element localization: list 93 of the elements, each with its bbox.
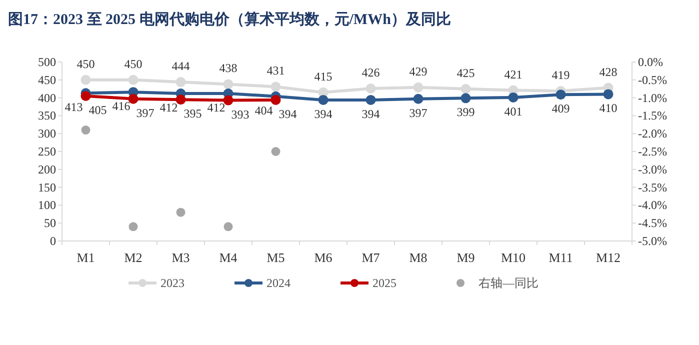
point xyxy=(223,95,234,106)
data-label: 397 xyxy=(136,106,154,120)
x-tick-label: M10 xyxy=(500,250,526,265)
point xyxy=(318,94,328,105)
data-label: 419 xyxy=(552,68,570,82)
point xyxy=(366,94,376,105)
x-tick-label: M5 xyxy=(266,250,285,265)
data-label: 412 xyxy=(160,100,178,115)
point xyxy=(270,82,281,92)
y2-tick-label: -3.5% xyxy=(638,180,667,194)
x-tick-label: M3 xyxy=(172,250,190,265)
data-label: 394 xyxy=(362,106,380,121)
y-tick-label: 500 xyxy=(38,55,56,69)
data-label: 405 xyxy=(88,103,107,118)
point xyxy=(176,77,186,88)
data-label: 415 xyxy=(314,69,332,84)
y2-tick-label: -0.5% xyxy=(638,72,667,87)
x-tick-label: M8 xyxy=(409,250,428,265)
legend-label: 右轴—同比 xyxy=(478,276,538,290)
point xyxy=(413,94,424,104)
x-tick-label: M7 xyxy=(362,250,380,265)
point xyxy=(224,222,233,232)
x-tick-label: M11 xyxy=(548,250,573,265)
data-label: 426 xyxy=(362,65,380,80)
y2-tick-label: 0.0% xyxy=(638,55,663,69)
data-label: 429 xyxy=(409,64,428,78)
point xyxy=(80,74,91,85)
data-label: 394 xyxy=(314,106,332,121)
point xyxy=(460,93,471,104)
x-tick-label: M1 xyxy=(76,250,95,265)
data-label: 450 xyxy=(124,56,142,71)
y2-tick-label: -1.0% xyxy=(638,90,667,105)
y-tick-label: 150 xyxy=(38,180,56,194)
y-tick-label: 300 xyxy=(38,126,56,141)
point xyxy=(508,92,518,102)
chart-title: 图17：2023 至 2025 电网代购电价（算术平均数，元/MWh）及同比 xyxy=(8,11,451,28)
y2-tick-label: -4.5% xyxy=(638,216,667,230)
x-tick-label: M9 xyxy=(456,250,475,265)
y2-tick-label: -1.5% xyxy=(638,108,667,123)
point xyxy=(81,126,90,135)
point xyxy=(223,79,234,90)
y-tick-label: 250 xyxy=(38,144,56,158)
point xyxy=(80,91,91,102)
data-label: 395 xyxy=(184,106,202,121)
y-tick-label: 450 xyxy=(38,72,56,87)
data-label: 394 xyxy=(278,106,297,121)
y-tick-label: 200 xyxy=(38,162,56,176)
point xyxy=(271,147,280,156)
data-label: 431 xyxy=(266,64,285,78)
y-tick-label: 0 xyxy=(50,234,56,248)
y-tick-label: 50 xyxy=(44,216,56,230)
y-tick-label: 100 xyxy=(38,198,56,212)
point xyxy=(603,89,614,100)
data-label: 413 xyxy=(64,100,83,114)
data-label: 425 xyxy=(456,66,475,80)
x-tick-label: M4 xyxy=(219,250,238,265)
point xyxy=(270,94,281,105)
y2-tick-label: -2.0% xyxy=(638,126,667,141)
point xyxy=(128,74,138,85)
x-tick-label: M12 xyxy=(596,250,621,265)
data-label: 438 xyxy=(219,61,238,76)
point xyxy=(128,222,138,232)
y2-tick-label: -2.5% xyxy=(638,144,667,158)
legend-label: 2024 xyxy=(266,276,290,290)
legend-label: 2025 xyxy=(372,276,396,290)
point xyxy=(460,84,471,94)
data-label: 444 xyxy=(172,59,190,74)
data-label: 412 xyxy=(207,100,226,115)
data-label: 399 xyxy=(456,105,475,120)
legend-label: 2023 xyxy=(160,276,184,290)
point xyxy=(366,83,376,94)
point xyxy=(128,94,138,104)
x-tick-label: M6 xyxy=(314,250,333,265)
data-label: 416 xyxy=(112,99,130,114)
y2-tick-label: -3.0% xyxy=(638,162,667,176)
y2-tick-label: -5.0% xyxy=(638,234,667,248)
point xyxy=(413,82,424,92)
y-tick-label: 350 xyxy=(38,108,56,123)
data-label: 404 xyxy=(254,103,273,118)
data-label: 397 xyxy=(409,106,428,120)
data-label: 450 xyxy=(76,56,95,71)
point xyxy=(556,90,566,100)
data-label: 401 xyxy=(504,104,522,118)
data-label: 410 xyxy=(599,101,618,116)
data-label: 428 xyxy=(599,64,618,79)
y-tick-label: 400 xyxy=(38,90,56,105)
y2-tick-label: -4.0% xyxy=(638,198,667,212)
point xyxy=(176,94,186,105)
point xyxy=(176,208,186,217)
data-label: 421 xyxy=(504,67,522,82)
data-label: 393 xyxy=(231,107,250,122)
data-label: 409 xyxy=(552,102,570,116)
x-tick-label: M2 xyxy=(124,250,142,265)
